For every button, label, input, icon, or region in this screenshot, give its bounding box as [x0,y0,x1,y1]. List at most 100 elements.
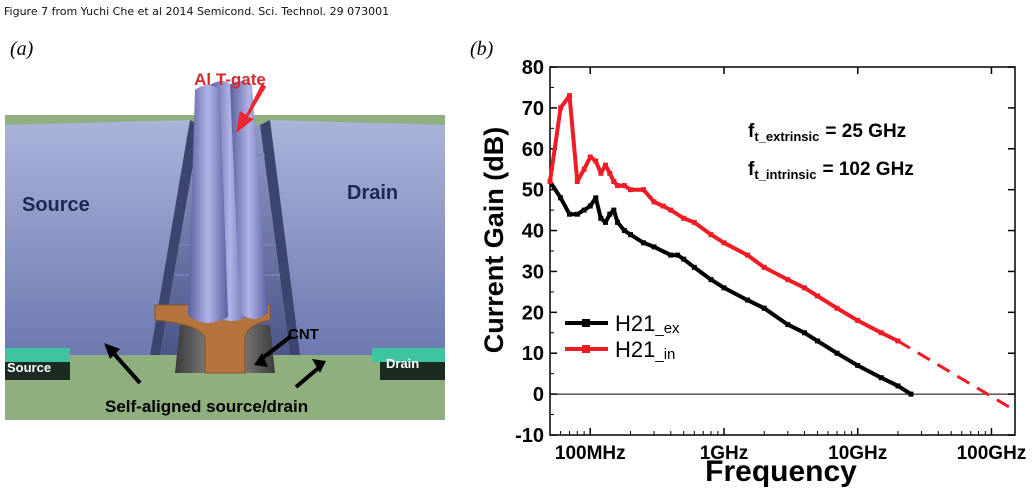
data-point-H21_ex [721,285,727,291]
data-point-H21_ex [855,362,861,368]
data-point-H21_ex [745,297,751,303]
data-point-H21_ex [651,244,657,250]
data-point-H21_in [558,105,564,111]
source-small-label: Source [7,360,51,375]
y-tick-label: 80 [522,57,544,79]
y-tick-label: 40 [522,221,544,243]
gate-rod-outer [188,85,228,324]
y-axis-label: Current Gain (dB) [479,127,509,354]
plot-border [549,66,1016,436]
x-tick-label: 100GHz [957,443,1027,464]
drain-small-label: Drain [386,356,419,371]
data-point-H21_in [651,199,657,205]
data-point-H21_ex [761,305,767,311]
panel-b-label: (b) [470,38,494,60]
source-contact-strip [5,348,70,362]
data-point-H21_in [878,330,884,336]
data-point-H21_in [691,219,697,225]
device-schematic: Al T-gate Source Drain Source Drain CNT … [5,70,445,420]
ft-ext-sub: t_extrinsic [754,129,819,144]
data-point-H21_in [598,170,604,176]
ft-int-value: = 102 GHz [822,159,913,180]
data-point-H21_ex [814,338,820,344]
data-point-H21_ex [640,240,646,246]
data-point-H21_in [745,252,751,258]
x-tick-label: 100MHz [555,443,626,464]
data-point-H21_ex [587,203,593,209]
data-point-H21_ex [593,195,599,201]
data-point-H21_in [611,178,617,184]
arrow-head-left [104,343,120,359]
legend-label-main: H21 [615,337,655,362]
t-gate-stem [154,304,271,374]
series-lines [547,93,1016,412]
data-point-H21_ex [668,252,674,258]
x-axis-label: Frequency [705,455,857,488]
data-point-H21_in [708,232,714,238]
ft-intrinsic-annotation: ft_intrinsic = 102 GHz [748,159,914,182]
data-point-H21_in [615,183,621,189]
plot-frame [549,66,1016,436]
y-tick-label: 60 [522,139,544,161]
legend-marker-H21_in [582,345,590,353]
ft-int-sub: t_intrinsic [754,167,816,182]
data-point-H21_ex [802,330,808,336]
data-point-H21_ex [908,391,914,397]
arrow-head-right [312,359,326,373]
panel-a-label: (a) [10,38,34,60]
data-point-H21_ex [615,219,621,225]
data-point-H21_in [895,338,901,344]
right-trench-wall [260,120,300,355]
y-tick-label: 30 [522,261,544,283]
source-pad-left [5,120,190,355]
data-point-H21_in [587,154,593,160]
data-point-H21_in [721,240,727,246]
data-point-H21_ex [611,207,617,213]
data-point-H21_ex [598,215,604,221]
ft-int-f: f [748,159,755,180]
data-point-H21_in [567,93,573,99]
data-point-H21_ex [567,211,573,217]
y-tick-label: 0 [533,384,544,406]
data-point-H21_in [802,285,808,291]
data-point-H21_in [621,183,627,189]
data-point-H21_ex [878,375,884,381]
data-point-H21_in [834,305,840,311]
drain-label: Drain [347,182,398,204]
data-point-H21_in [581,166,587,172]
ft-extrinsic-annotation: ft_extrinsic = 25 GHz [748,121,906,144]
gate-rod-right [230,81,268,319]
data-point-H21_in [855,318,861,324]
data-point-H21_in [607,170,613,176]
data-point-H21_in [602,162,608,168]
y-tick-label: -10 [515,425,544,447]
data-point-H21_in [785,277,791,283]
legend-label-main: H21 [615,311,655,336]
data-point-H21_in [761,264,767,270]
y-tick-label: 20 [522,302,544,324]
arrow-head-cnt [254,353,268,367]
cnt-label: CNT [288,326,319,343]
gate-label: Al T-gate [194,70,266,89]
data-point-H21_in [640,187,646,193]
current-gain-chart: -10 0 10 20 30 40 50 60 70 80 100MHz 1GHz 10GHz 100GH… [479,57,1026,488]
y-tick-label: 10 [522,343,544,365]
data-point-H21_in [660,203,666,209]
data-point-H21_ex [708,277,714,283]
x-tick-label: 10GHz [828,443,887,464]
legend-marker-H21_ex [582,319,590,327]
data-point-H21_ex [607,211,613,217]
axis-ticks: -10 0 10 20 30 40 50 60 70 80 100MHz 1GHz 10GHz 100GH… [515,57,1026,464]
data-point-H21_ex [834,350,840,356]
data-point-H21_in [681,215,687,221]
data-point-H21_in [547,178,553,184]
legend-label-sub: _ex [654,320,680,337]
data-point-H21_in [593,158,599,164]
data-point-H21_ex [691,264,697,270]
legend-label-H21_in: H21_in [615,337,675,363]
data-point-H21_in [574,178,580,184]
data-point-H21_ex [628,232,634,238]
data-point-H21_ex [558,195,564,201]
ft-ext-value: = 25 GHz [825,121,906,142]
